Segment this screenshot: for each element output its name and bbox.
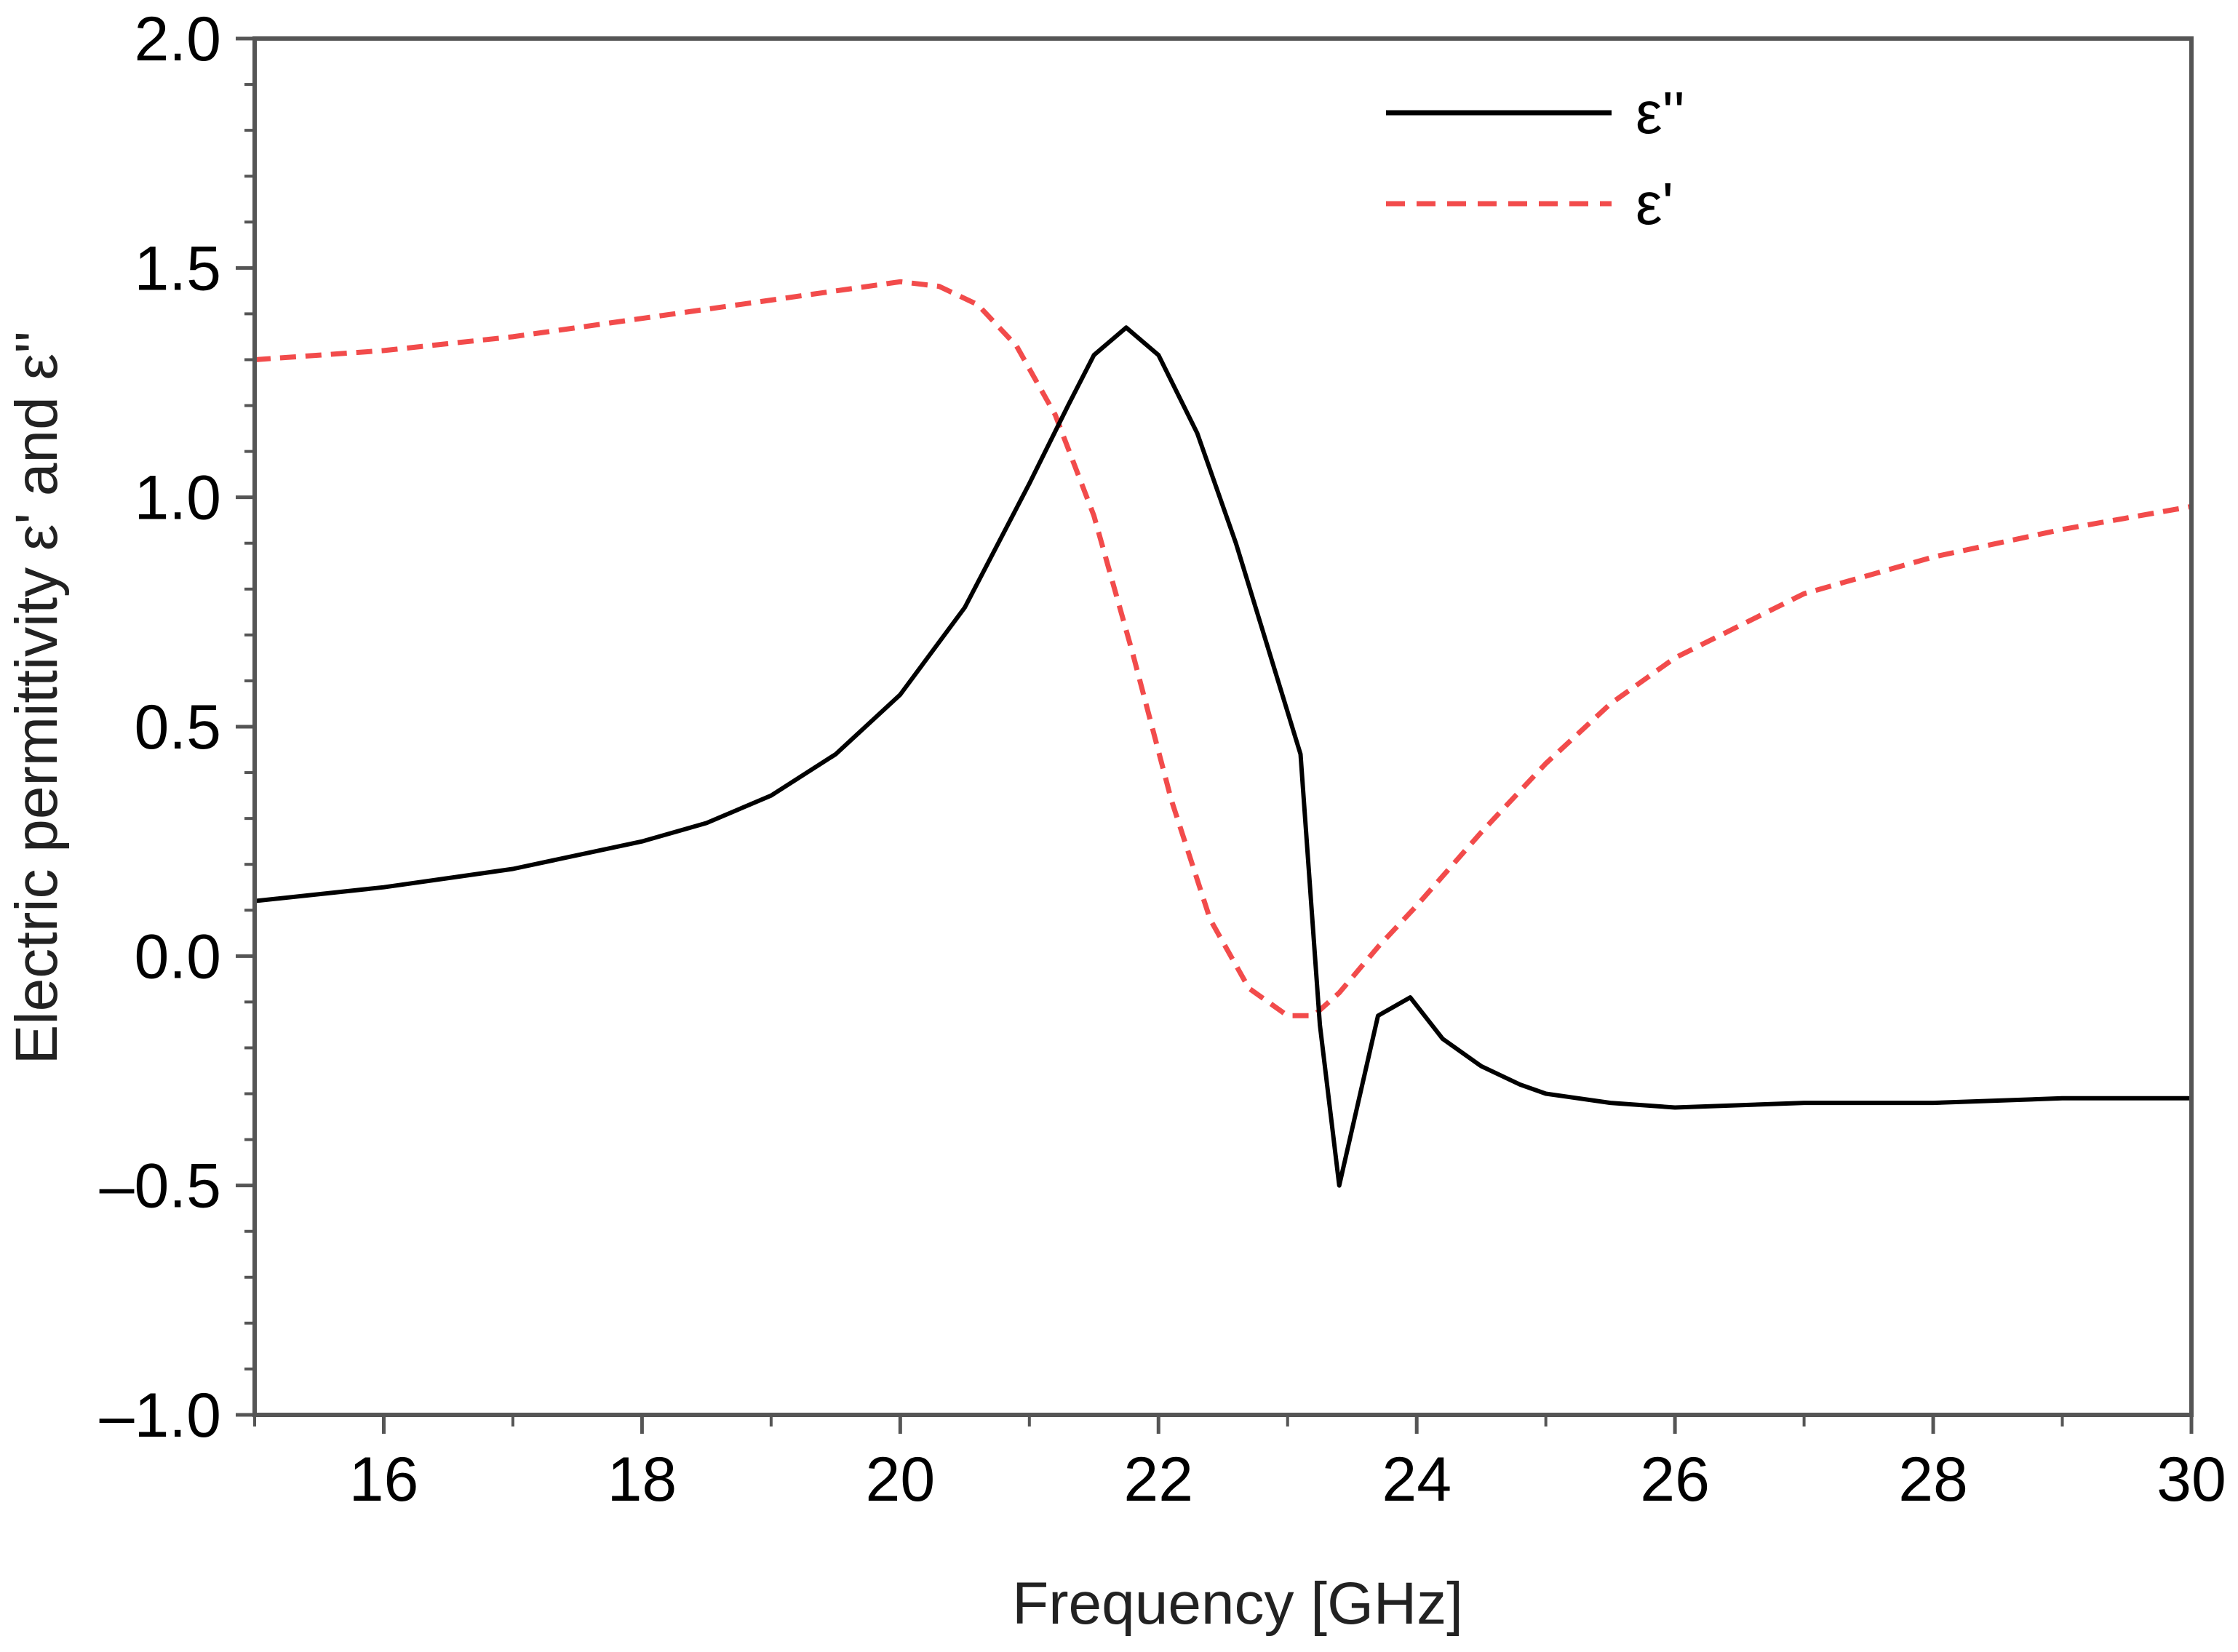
legend-label-epsilon-prime: ε' — [1636, 171, 1673, 237]
y-tick-label: –0.5 — [100, 1152, 221, 1221]
x-tick-label: 18 — [608, 1445, 677, 1515]
y-tick-label: 1.0 — [134, 463, 221, 533]
x-tick-label: 22 — [1123, 1445, 1193, 1515]
series-line-epsilon-double-prime — [255, 325, 2191, 1188]
y-tick-label: 0.5 — [134, 693, 221, 762]
x-tick-label: 28 — [1898, 1445, 1968, 1515]
x-tick-label: 24 — [1382, 1445, 1451, 1515]
axis-ticks — [236, 36, 2194, 1434]
x-tick-label: 30 — [2157, 1445, 2226, 1515]
y-tick-label: 0.0 — [134, 922, 221, 991]
x-tick-label: 16 — [349, 1445, 419, 1515]
legend: ε'' ε' — [1386, 80, 1685, 237]
legend-label-epsilon-double-prime: ε'' — [1636, 80, 1685, 146]
x-axis-title: Frequency [GHz] — [1012, 1571, 1463, 1637]
y-tick-label: 2.0 — [134, 4, 221, 74]
x-tick-label: 20 — [865, 1445, 935, 1515]
axis-tick-labels: 16 18 20 22 24 26 28 30 2.0 1.5 1.0 0.5 0.0 –0.5 –1.0 — [100, 4, 2226, 1515]
x-tick-label: 26 — [1640, 1445, 1710, 1515]
series-layer — [255, 279, 2191, 1188]
y-tick-label: –1.0 — [100, 1381, 221, 1451]
y-tick-label: 1.5 — [134, 234, 221, 303]
series-line-epsilon-prime — [255, 279, 2191, 1018]
y-axis-title: Electric permittivity ε' and ε'' — [4, 331, 70, 1065]
